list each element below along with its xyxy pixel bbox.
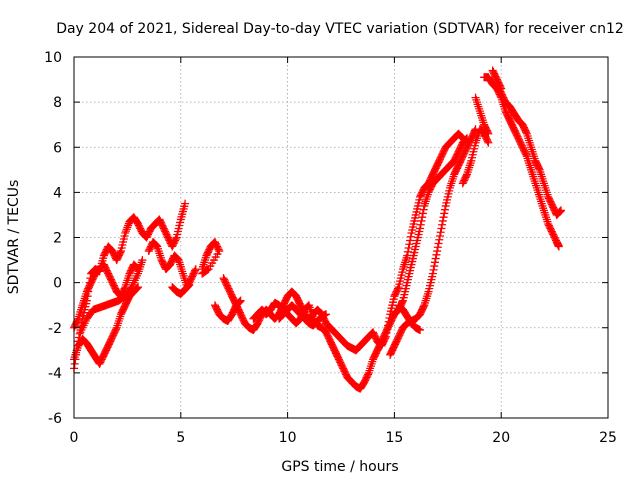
y-tick-label: -6 xyxy=(48,411,62,427)
data-point xyxy=(406,232,415,241)
data-point xyxy=(416,326,425,335)
x-tick-label: 25 xyxy=(599,430,617,446)
data-point xyxy=(133,283,142,292)
data-point xyxy=(497,84,506,93)
data-point xyxy=(435,235,444,244)
y-tick-label: -4 xyxy=(48,366,62,382)
y-tick-label: 8 xyxy=(53,95,62,111)
data-point xyxy=(438,216,447,225)
data-point xyxy=(393,284,402,293)
x-tick-label: 15 xyxy=(385,430,403,446)
data-point xyxy=(439,213,448,222)
data-point xyxy=(434,239,443,248)
data-point xyxy=(122,225,131,234)
data-point xyxy=(419,205,428,214)
data-point xyxy=(416,220,425,229)
y-tick-label: -2 xyxy=(48,321,62,337)
data-point xyxy=(534,164,543,173)
data-point xyxy=(418,213,427,222)
data-point xyxy=(405,240,414,249)
data-point xyxy=(484,129,493,138)
data-point xyxy=(429,265,438,274)
data-point xyxy=(199,268,208,277)
data-point xyxy=(121,227,130,236)
data-point xyxy=(184,281,193,290)
data-point xyxy=(236,296,245,305)
data-point xyxy=(496,83,505,92)
data-point xyxy=(431,254,440,263)
data-point xyxy=(483,137,492,146)
y-tick-label: 10 xyxy=(44,50,62,66)
data-point xyxy=(484,138,493,147)
data-point xyxy=(417,216,426,225)
data-point xyxy=(483,128,492,137)
data-point xyxy=(235,298,244,307)
axis-ticks: 0 5 10 15 20 25 -6 -4 -2 0 2 4 6 8 10 xyxy=(44,50,617,446)
data-point xyxy=(416,224,425,233)
x-axis-label: GPS time / hours xyxy=(281,459,398,475)
x-tick-label: 5 xyxy=(176,430,185,446)
data-point xyxy=(432,250,441,259)
data-point xyxy=(235,297,244,306)
y-tick-label: 2 xyxy=(53,231,62,247)
y-tick-label: 0 xyxy=(53,276,62,292)
data-point xyxy=(428,269,437,278)
x-tick-label: 0 xyxy=(70,430,79,446)
data-point xyxy=(556,207,565,216)
data-point xyxy=(70,359,79,368)
data-point xyxy=(440,209,449,218)
data-point xyxy=(555,207,564,216)
data-points xyxy=(70,66,566,393)
y-tick-label: 4 xyxy=(53,185,62,201)
data-point xyxy=(462,171,471,180)
data-point xyxy=(124,221,133,230)
data-point xyxy=(433,243,442,252)
data-point xyxy=(438,220,447,229)
data-point xyxy=(436,228,445,237)
data-point xyxy=(418,209,427,218)
data-point xyxy=(121,228,130,237)
data-point xyxy=(198,269,207,278)
data-point xyxy=(403,247,412,256)
data-point xyxy=(437,224,446,233)
data-point xyxy=(181,199,190,208)
data-point xyxy=(112,325,121,334)
data-point xyxy=(322,310,331,319)
data-point xyxy=(522,150,531,159)
data-point xyxy=(419,302,428,311)
data-point xyxy=(522,128,531,137)
x-tick-label: 20 xyxy=(492,430,510,446)
data-point xyxy=(557,206,566,215)
data-point xyxy=(183,282,192,291)
data-point xyxy=(75,329,84,338)
y-axis-label: SDTVAR / TECUs xyxy=(6,180,22,295)
data-point xyxy=(364,370,373,379)
data-point xyxy=(138,256,147,265)
data-point xyxy=(435,231,444,240)
data-point xyxy=(457,132,466,141)
data-point xyxy=(73,316,82,325)
data-point xyxy=(404,244,413,253)
data-point xyxy=(430,262,439,271)
data-point xyxy=(433,247,442,256)
data-point xyxy=(123,223,132,232)
grid xyxy=(74,57,608,418)
y-tick-label: 6 xyxy=(53,140,62,156)
x-tick-label: 10 xyxy=(279,430,297,446)
data-point xyxy=(440,205,449,214)
data-point xyxy=(406,236,415,245)
data-point xyxy=(191,266,200,275)
chart-title: Day 204 of 2021, Sidereal Day-to-day VTE… xyxy=(56,21,624,37)
data-point xyxy=(214,245,223,254)
data-point xyxy=(185,280,194,289)
data-point xyxy=(554,242,563,251)
data-point xyxy=(171,235,180,244)
data-point xyxy=(116,248,125,257)
data-point xyxy=(430,258,439,267)
